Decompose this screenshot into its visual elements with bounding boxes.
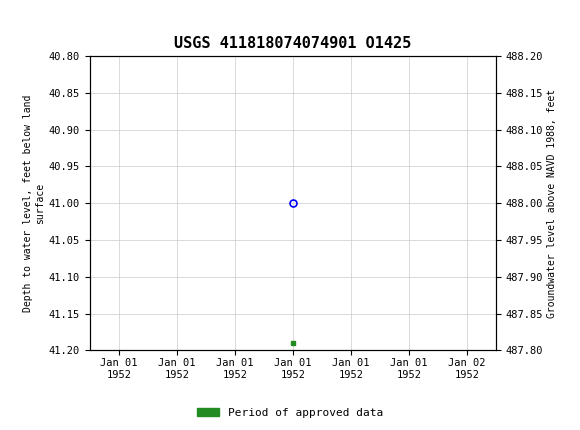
Text: USGS: USGS <box>44 12 97 33</box>
Y-axis label: Groundwater level above NAVD 1988, feet: Groundwater level above NAVD 1988, feet <box>548 89 557 318</box>
Y-axis label: Depth to water level, feet below land
surface: Depth to water level, feet below land su… <box>23 95 45 312</box>
Title: USGS 411818074074901 O1425: USGS 411818074074901 O1425 <box>174 36 412 51</box>
Legend: Period of approved data: Period of approved data <box>193 403 387 422</box>
